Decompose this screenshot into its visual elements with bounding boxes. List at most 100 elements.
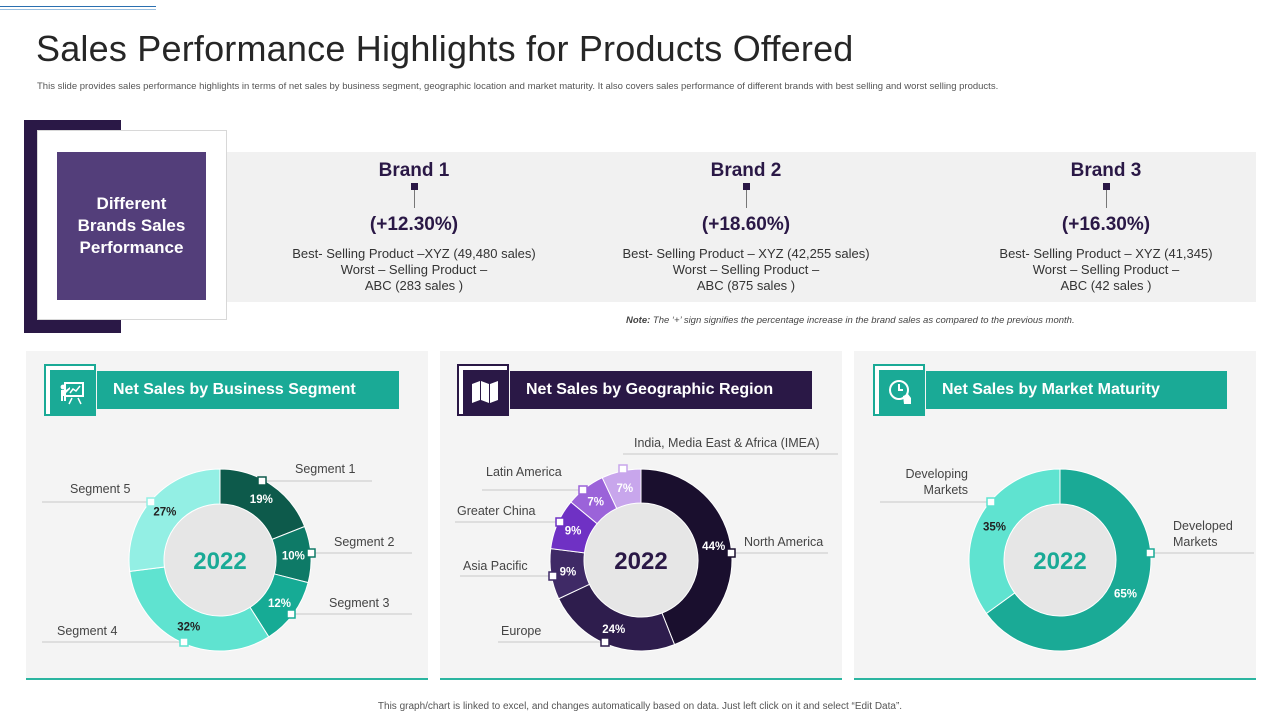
brand-best-seller: Best- Selling Product – XYZ (42,255 sale… xyxy=(622,246,870,261)
slice-value-label: 32% xyxy=(177,622,200,634)
donut-chart-1: 19% 10% 12% 32% 27% 2022 Segment 1 Segment 2 Seg… xyxy=(42,462,412,652)
brand-name: Brand 2 xyxy=(710,160,782,181)
slice-value-label: 7% xyxy=(617,483,634,495)
slice-value-label: 12% xyxy=(268,598,291,610)
presentation-icon xyxy=(50,370,94,414)
brand-worst-detail: ABC (283 sales ) xyxy=(364,278,464,293)
slice-value-label: 35% xyxy=(983,522,1006,534)
leader-marker xyxy=(179,637,189,647)
note-text: The ‘+’ sign signifies the percentage in… xyxy=(650,315,1075,326)
category-label: Segment 4 xyxy=(57,624,118,638)
donut-center-label: 2022 xyxy=(193,548,246,575)
brand-worst-seller: Worst – Selling Product – xyxy=(340,262,488,277)
category-label: Latin America xyxy=(486,465,562,479)
leader-marker xyxy=(618,464,628,474)
brand-card-1: Brand 1 (+12.30%) Best- Selling Product … xyxy=(249,160,579,294)
donut-slice xyxy=(129,566,270,652)
brand-marker xyxy=(1102,183,1110,190)
brand-marker xyxy=(742,183,750,190)
slice-value-label: 9% xyxy=(560,567,577,579)
category-label: Segment 5 xyxy=(70,482,131,496)
leader-marker xyxy=(600,637,610,647)
leader-marker xyxy=(548,571,558,581)
slice-value-label: 9% xyxy=(565,526,582,538)
slice-value-label: 10% xyxy=(282,550,305,562)
donut-slice xyxy=(985,468,1152,652)
slice-value-label: 7% xyxy=(587,497,604,509)
panel-underline xyxy=(440,678,842,680)
category-label: Segment 2 xyxy=(334,535,395,549)
brand-worst-seller: Worst – Selling Product – xyxy=(672,262,820,277)
category-label: Segment 3 xyxy=(329,596,390,610)
leader-marker xyxy=(146,497,156,507)
category-label: India, Media East & Africa (IMEA) xyxy=(634,436,820,450)
donut-slice xyxy=(601,468,642,510)
panel-title-business-segment: Net Sales by Business Segment xyxy=(97,371,399,409)
brand-change: (+12.30%) xyxy=(369,214,459,235)
clock-hand-icon xyxy=(879,370,923,414)
category-label: Asia Pacific xyxy=(463,559,528,573)
panel-title-market-maturity: Net Sales by Market Maturity xyxy=(926,371,1227,409)
panel-icon-frame xyxy=(873,364,925,416)
map-icon xyxy=(463,370,507,414)
page-title: Sales Performance Highlights for Product… xyxy=(36,28,854,69)
brand-summary-box: Different Brands Sales Performance xyxy=(57,152,206,300)
brand-name: Brand 3 xyxy=(1070,160,1142,181)
leader-marker xyxy=(306,548,316,558)
brand-best-seller: Best- Selling Product –XYZ (49,480 sales… xyxy=(292,246,536,261)
donut-hole xyxy=(584,503,698,617)
panel-icon-frame xyxy=(44,364,96,416)
brand-worst-detail: ABC (875 sales ) xyxy=(696,278,796,293)
donut-chart-2: 44% 24% 9% 9% 7% 7% 2022 North America Europe Asi… xyxy=(455,436,838,652)
category-label: Europe xyxy=(501,624,541,638)
brand-band xyxy=(227,152,1256,302)
slice-value-label: 24% xyxy=(602,624,625,636)
brand-name: Brand 1 xyxy=(378,160,450,181)
leader-marker xyxy=(555,517,565,527)
slice-value-label: 27% xyxy=(153,506,176,518)
brand-best-seller: Best- Selling Product – XYZ (41,345) xyxy=(999,246,1213,261)
leader-marker xyxy=(286,609,296,619)
category-label: Developed Markets xyxy=(1173,519,1233,549)
slice-value-label: 65% xyxy=(1114,588,1137,600)
page-subtitle: This slide provides sales performance hi… xyxy=(37,81,999,92)
donut-slice xyxy=(128,468,221,572)
panel-icon-frame xyxy=(457,364,509,416)
donut-slice xyxy=(640,468,733,646)
category-label: Developing Markets xyxy=(905,467,968,497)
donut-hole xyxy=(164,504,276,616)
slice-value-label: 19% xyxy=(250,494,273,506)
top-accent-line xyxy=(0,6,156,7)
brand-marker xyxy=(410,183,418,190)
brand-change: (+18.60%) xyxy=(701,214,791,235)
brand-card-3: Brand 3 (+16.30%) Best- Selling Product … xyxy=(941,160,1271,294)
category-label: Greater China xyxy=(457,504,536,518)
brand-note: Note: The ‘+’ sign signifies the percent… xyxy=(626,315,1075,326)
leader-marker xyxy=(257,476,267,486)
panel-title-geographic-region: Net Sales by Geographic Region xyxy=(510,371,812,409)
note-label: Note: xyxy=(626,315,651,326)
donut-chart-3: 65% 35% 2022 Developed Markets Developing Mark… xyxy=(880,467,1254,652)
panel-underline xyxy=(854,678,1256,680)
donut-center-label: 2022 xyxy=(1033,548,1086,575)
brand-worst-seller: Worst – Selling Product – xyxy=(1032,262,1180,277)
brand-connector xyxy=(410,183,418,208)
brand-card-2: Brand 2 (+18.60%) Best- Selling Product … xyxy=(581,160,911,294)
category-label: North America xyxy=(744,535,823,549)
panel-underline xyxy=(26,678,428,680)
leader-marker xyxy=(726,548,736,558)
slice-value-label: 44% xyxy=(702,541,725,553)
brand-connector xyxy=(1102,183,1110,208)
leader-marker xyxy=(578,485,588,495)
footer-note: This graph/chart is linked to excel, and… xyxy=(377,701,903,712)
brand-connector xyxy=(742,183,750,208)
donut-hole xyxy=(1004,504,1116,616)
category-label: Segment 1 xyxy=(295,462,356,476)
brand-worst-detail: ABC (42 sales ) xyxy=(1060,278,1152,293)
leader-marker xyxy=(986,497,996,507)
donut-center-label: 2022 xyxy=(614,548,667,575)
brand-change: (+16.30%) xyxy=(1061,214,1151,235)
top-accent-line-light xyxy=(0,9,156,10)
leader-marker xyxy=(1145,548,1155,558)
